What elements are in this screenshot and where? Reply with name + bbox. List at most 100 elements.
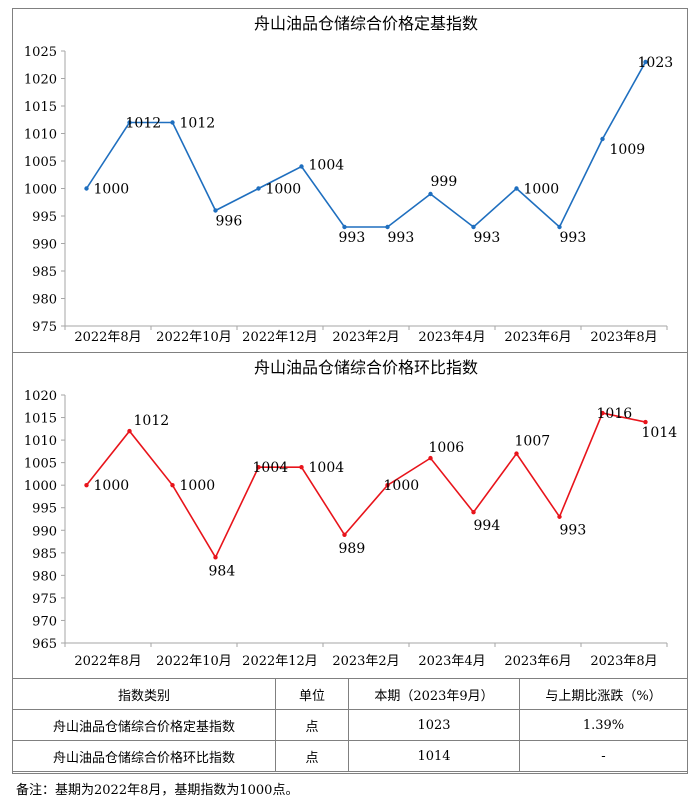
data-point (600, 410, 605, 416)
fixed-base-index-chart: 舟山油品仓储综合价格定基指数 975 980 985 990 995 1000 1005 101… (13, 9, 687, 351)
x-tick-label: 2023年6月 (504, 654, 571, 669)
data-point (428, 455, 433, 461)
data-label: 1000 (94, 478, 130, 494)
data-label: 999 (431, 174, 458, 190)
header-category: 指数类别 (12, 678, 276, 710)
chart-title: 舟山油品仓储综合价格定基指数 (254, 14, 478, 33)
y-tick-label: 1000 (24, 183, 57, 198)
data-point (342, 224, 347, 230)
row-category: 舟山油品仓储综合价格定基指数 (12, 709, 276, 741)
table-row: 舟山油品仓储综合价格环比指数 点 1014 - (12, 740, 688, 772)
data-point (385, 224, 390, 230)
x-tick-label: 2023年4月 (418, 654, 485, 669)
data-label: 1004 (253, 460, 289, 476)
data-label: 1014 (642, 425, 678, 441)
y-tick-label: 985 (32, 265, 57, 280)
data-label: 1006 (429, 440, 465, 456)
header-unit: 单位 (275, 678, 349, 710)
x-tick-label: 2023年8月 (590, 330, 657, 345)
x-tick-label: 2022年12月 (242, 654, 318, 669)
x-tick-label: 2023年2月 (332, 654, 399, 669)
data-label: 993 (388, 230, 415, 246)
y-tick-label: 1025 (24, 45, 57, 60)
data-point (127, 428, 132, 434)
data-label: 1000 (384, 478, 420, 494)
x-tick-label: 2023年4月 (418, 330, 485, 345)
y-tick-label: 995 (32, 502, 57, 517)
data-label: 993 (339, 230, 366, 246)
data-label: 1023 (638, 55, 674, 71)
data-point (256, 464, 261, 470)
x-tick-label: 2022年8月 (74, 330, 141, 345)
series-line (85, 412, 646, 560)
row-change: 1.39% (519, 709, 688, 741)
data-label: 984 (209, 563, 236, 579)
row-unit: 点 (275, 709, 349, 741)
data-point (557, 224, 562, 230)
row-category: 舟山油品仓储综合价格环比指数 (12, 740, 276, 772)
data-point (170, 120, 175, 125)
data-point (428, 191, 433, 197)
data-point (299, 164, 304, 169)
y-tick-label: 985 (32, 547, 57, 562)
row-current-value: 1014 (348, 740, 520, 772)
y-tick-label: 1005 (24, 457, 57, 472)
footnote: 备注：基期为2022年8月，基期指数为1000点。 (16, 783, 299, 798)
y-tick-label: 990 (32, 238, 57, 253)
fixed-base-index-chart-svg: 舟山油品仓储综合价格定基指数 975 980 985 990 995 1000 1005 101… (24, 14, 674, 345)
x-tick-label: 2023年2月 (332, 330, 399, 345)
data-point (342, 532, 347, 537)
data-label: 1007 (515, 434, 551, 450)
data-label: 993 (474, 230, 501, 246)
x-tick-label: 2023年6月 (504, 330, 571, 345)
data-label: 1004 (309, 460, 345, 476)
data-label: 996 (216, 214, 243, 230)
data-label: 1004 (309, 158, 345, 174)
summary-table: 指数类别 单位 本期（2023年9月） 与上期比涨跌（%） 舟山油品仓储综合价格… (12, 678, 688, 772)
report-frame (12, 8, 688, 774)
data-point (514, 451, 519, 456)
y-tick-label: 1020 (24, 73, 57, 88)
y-tick-label: 1015 (24, 100, 57, 115)
y-tick-label: 1020 (24, 389, 57, 404)
data-point (514, 186, 519, 191)
y-tick-label: 1005 (24, 155, 57, 170)
data-point (600, 136, 605, 142)
data-point (84, 482, 89, 488)
table-header-row: 指数类别 单位 本期（2023年9月） 与上期比涨跌（%） (12, 678, 688, 710)
y-tick-label: 1015 (24, 412, 57, 427)
chart-title: 舟山油品仓储综合价格环比指数 (254, 358, 478, 377)
data-point (213, 555, 218, 560)
y-tick-label: 1010 (24, 434, 57, 449)
y-tick-label: 970 (32, 614, 57, 629)
data-point (213, 208, 218, 213)
data-label: 1000 (94, 182, 130, 198)
data-point (471, 224, 476, 230)
y-tick-label: 980 (32, 293, 57, 308)
data-label: 1000 (524, 182, 560, 198)
y-tick-label: 990 (32, 524, 57, 539)
data-label: 1016 (597, 406, 633, 422)
data-label: 1009 (610, 142, 646, 158)
chain-index-chart-svg: 舟山油品仓储综合价格环比指数 965 970 975 980 985 990 995 1000 1… (24, 358, 678, 669)
y-tick-label: 975 (32, 320, 57, 335)
data-label: 1000 (266, 182, 302, 198)
row-current-value: 1023 (348, 709, 520, 741)
y-tick-label: 995 (32, 210, 57, 225)
y-tick-label: 975 (32, 592, 57, 607)
data-point (643, 59, 648, 65)
x-tick-label: 2022年8月 (74, 654, 141, 669)
data-label: 993 (560, 230, 587, 246)
data-point (643, 419, 648, 425)
row-unit: 点 (275, 740, 349, 772)
data-point (127, 120, 132, 125)
y-tick-label: 980 (32, 569, 57, 584)
data-label: 1012 (180, 116, 216, 132)
series-line (85, 61, 647, 229)
data-label: 1012 (126, 116, 162, 132)
data-label: 1012 (134, 413, 170, 429)
data-label: 994 (474, 518, 501, 534)
data-label: 989 (339, 541, 366, 557)
y-tick-label: 965 (32, 637, 57, 652)
y-tick-label: 1000 (24, 479, 57, 494)
